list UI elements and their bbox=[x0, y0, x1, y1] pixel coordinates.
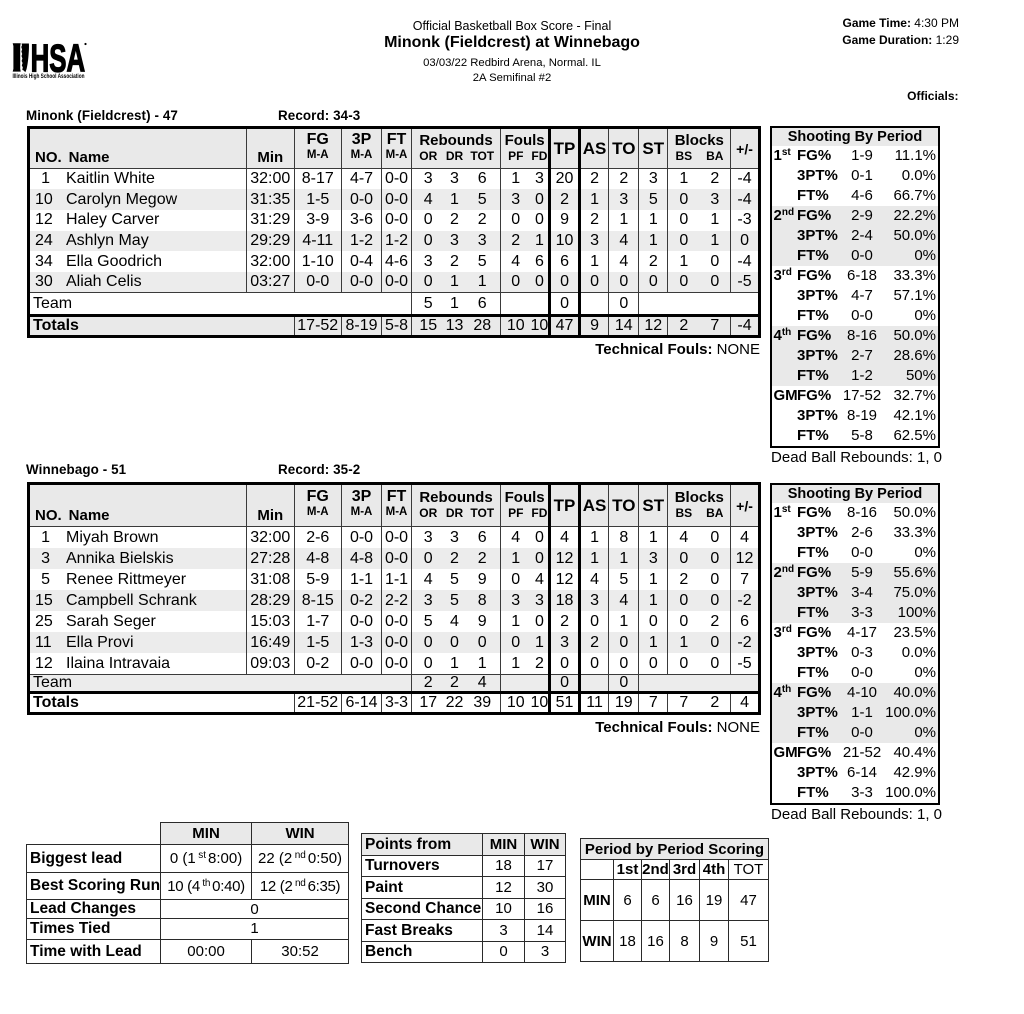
svg-text:HSA: HSA bbox=[31, 42, 86, 80]
svg-text:Illinois High School Associati: Illinois High School Association bbox=[13, 73, 85, 80]
